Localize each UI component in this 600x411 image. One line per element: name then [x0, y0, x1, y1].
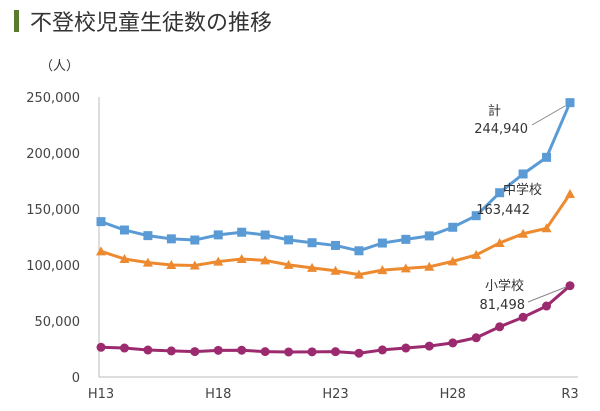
- data-point: [424, 261, 435, 271]
- leader-line: [531, 105, 566, 126]
- data-point: [143, 345, 153, 355]
- data-point: [471, 249, 482, 259]
- data-point: [354, 246, 364, 256]
- data-point: [495, 188, 505, 198]
- data-point: [260, 347, 270, 357]
- data-point: [471, 211, 481, 221]
- data-point: [284, 347, 294, 357]
- data-point: [401, 343, 411, 353]
- data-point: [331, 347, 340, 357]
- x-tick-label: R3: [561, 387, 578, 402]
- chart-title: 不登校児童生徒数の推移: [30, 11, 273, 36]
- x-tick-label: H18: [205, 387, 231, 402]
- data-point: [331, 240, 340, 250]
- y-tick-label: 0: [72, 371, 80, 386]
- y-tick-label: 150,000: [26, 203, 80, 218]
- data-point: [307, 347, 317, 357]
- data-point: [166, 234, 176, 244]
- data-point: [448, 222, 458, 232]
- data-point: [377, 265, 388, 275]
- data-point: [119, 253, 130, 263]
- data-point: [400, 263, 411, 273]
- data-point: [236, 254, 247, 264]
- data-point: [494, 237, 505, 247]
- y-tick-label: 250,000: [26, 91, 80, 106]
- series-name-label: 中学校: [503, 182, 542, 198]
- data-point: [518, 228, 529, 238]
- data-point: [119, 343, 129, 353]
- data-point: [190, 347, 200, 357]
- data-point: [542, 152, 552, 162]
- series-line-2: [100, 284, 571, 355]
- title-accent-bar: [14, 10, 19, 32]
- data-point: [284, 235, 294, 245]
- series-value-label: 81,498: [480, 298, 526, 313]
- data-point: [447, 256, 458, 266]
- y-tick-label: 50,000: [35, 315, 81, 330]
- y-axis-unit: （人）: [40, 59, 79, 74]
- data-point: [565, 98, 575, 108]
- data-point: [307, 262, 318, 272]
- data-point: [166, 346, 176, 356]
- x-tick-label: H28: [440, 387, 466, 402]
- data-point: [260, 255, 271, 265]
- data-point: [213, 256, 224, 266]
- series-value-label: 244,940: [474, 122, 528, 137]
- data-point: [424, 341, 434, 351]
- data-point: [96, 342, 106, 352]
- data-point: [518, 169, 528, 179]
- data-point: [283, 259, 294, 269]
- data-point: [565, 281, 575, 291]
- data-point: [307, 238, 317, 248]
- data-point: [542, 301, 552, 311]
- data-point: [354, 348, 364, 358]
- series-value-label: 163,442: [476, 203, 530, 218]
- y-tick-label: 100,000: [26, 259, 80, 274]
- data-point: [448, 338, 458, 348]
- data-point: [143, 231, 153, 241]
- data-point: [471, 333, 481, 343]
- data-point: [260, 230, 270, 240]
- data-point: [166, 259, 177, 269]
- x-tick-label: H23: [322, 387, 348, 402]
- y-tick-label: 200,000: [26, 147, 80, 162]
- data-point: [565, 188, 575, 198]
- data-point: [377, 238, 387, 248]
- data-point: [330, 265, 341, 275]
- x-tick-label: H13: [88, 387, 114, 402]
- series-name-label: 計: [488, 103, 501, 119]
- data-point: [377, 345, 387, 355]
- data-point: [189, 260, 200, 270]
- data-point: [96, 246, 106, 256]
- data-point: [237, 227, 247, 237]
- data-point: [190, 235, 200, 245]
- data-point: [353, 269, 364, 279]
- data-point: [213, 345, 223, 355]
- data-point: [518, 312, 528, 322]
- data-point: [401, 234, 411, 244]
- data-point: [237, 345, 247, 355]
- data-point: [119, 225, 129, 235]
- series-name-label: 小学校: [485, 278, 524, 294]
- data-point: [213, 230, 223, 240]
- data-point: [96, 217, 106, 227]
- leader-line: [527, 286, 567, 303]
- data-point: [495, 322, 505, 332]
- data-point: [424, 231, 434, 241]
- data-point: [142, 257, 153, 267]
- data-point: [541, 223, 552, 233]
